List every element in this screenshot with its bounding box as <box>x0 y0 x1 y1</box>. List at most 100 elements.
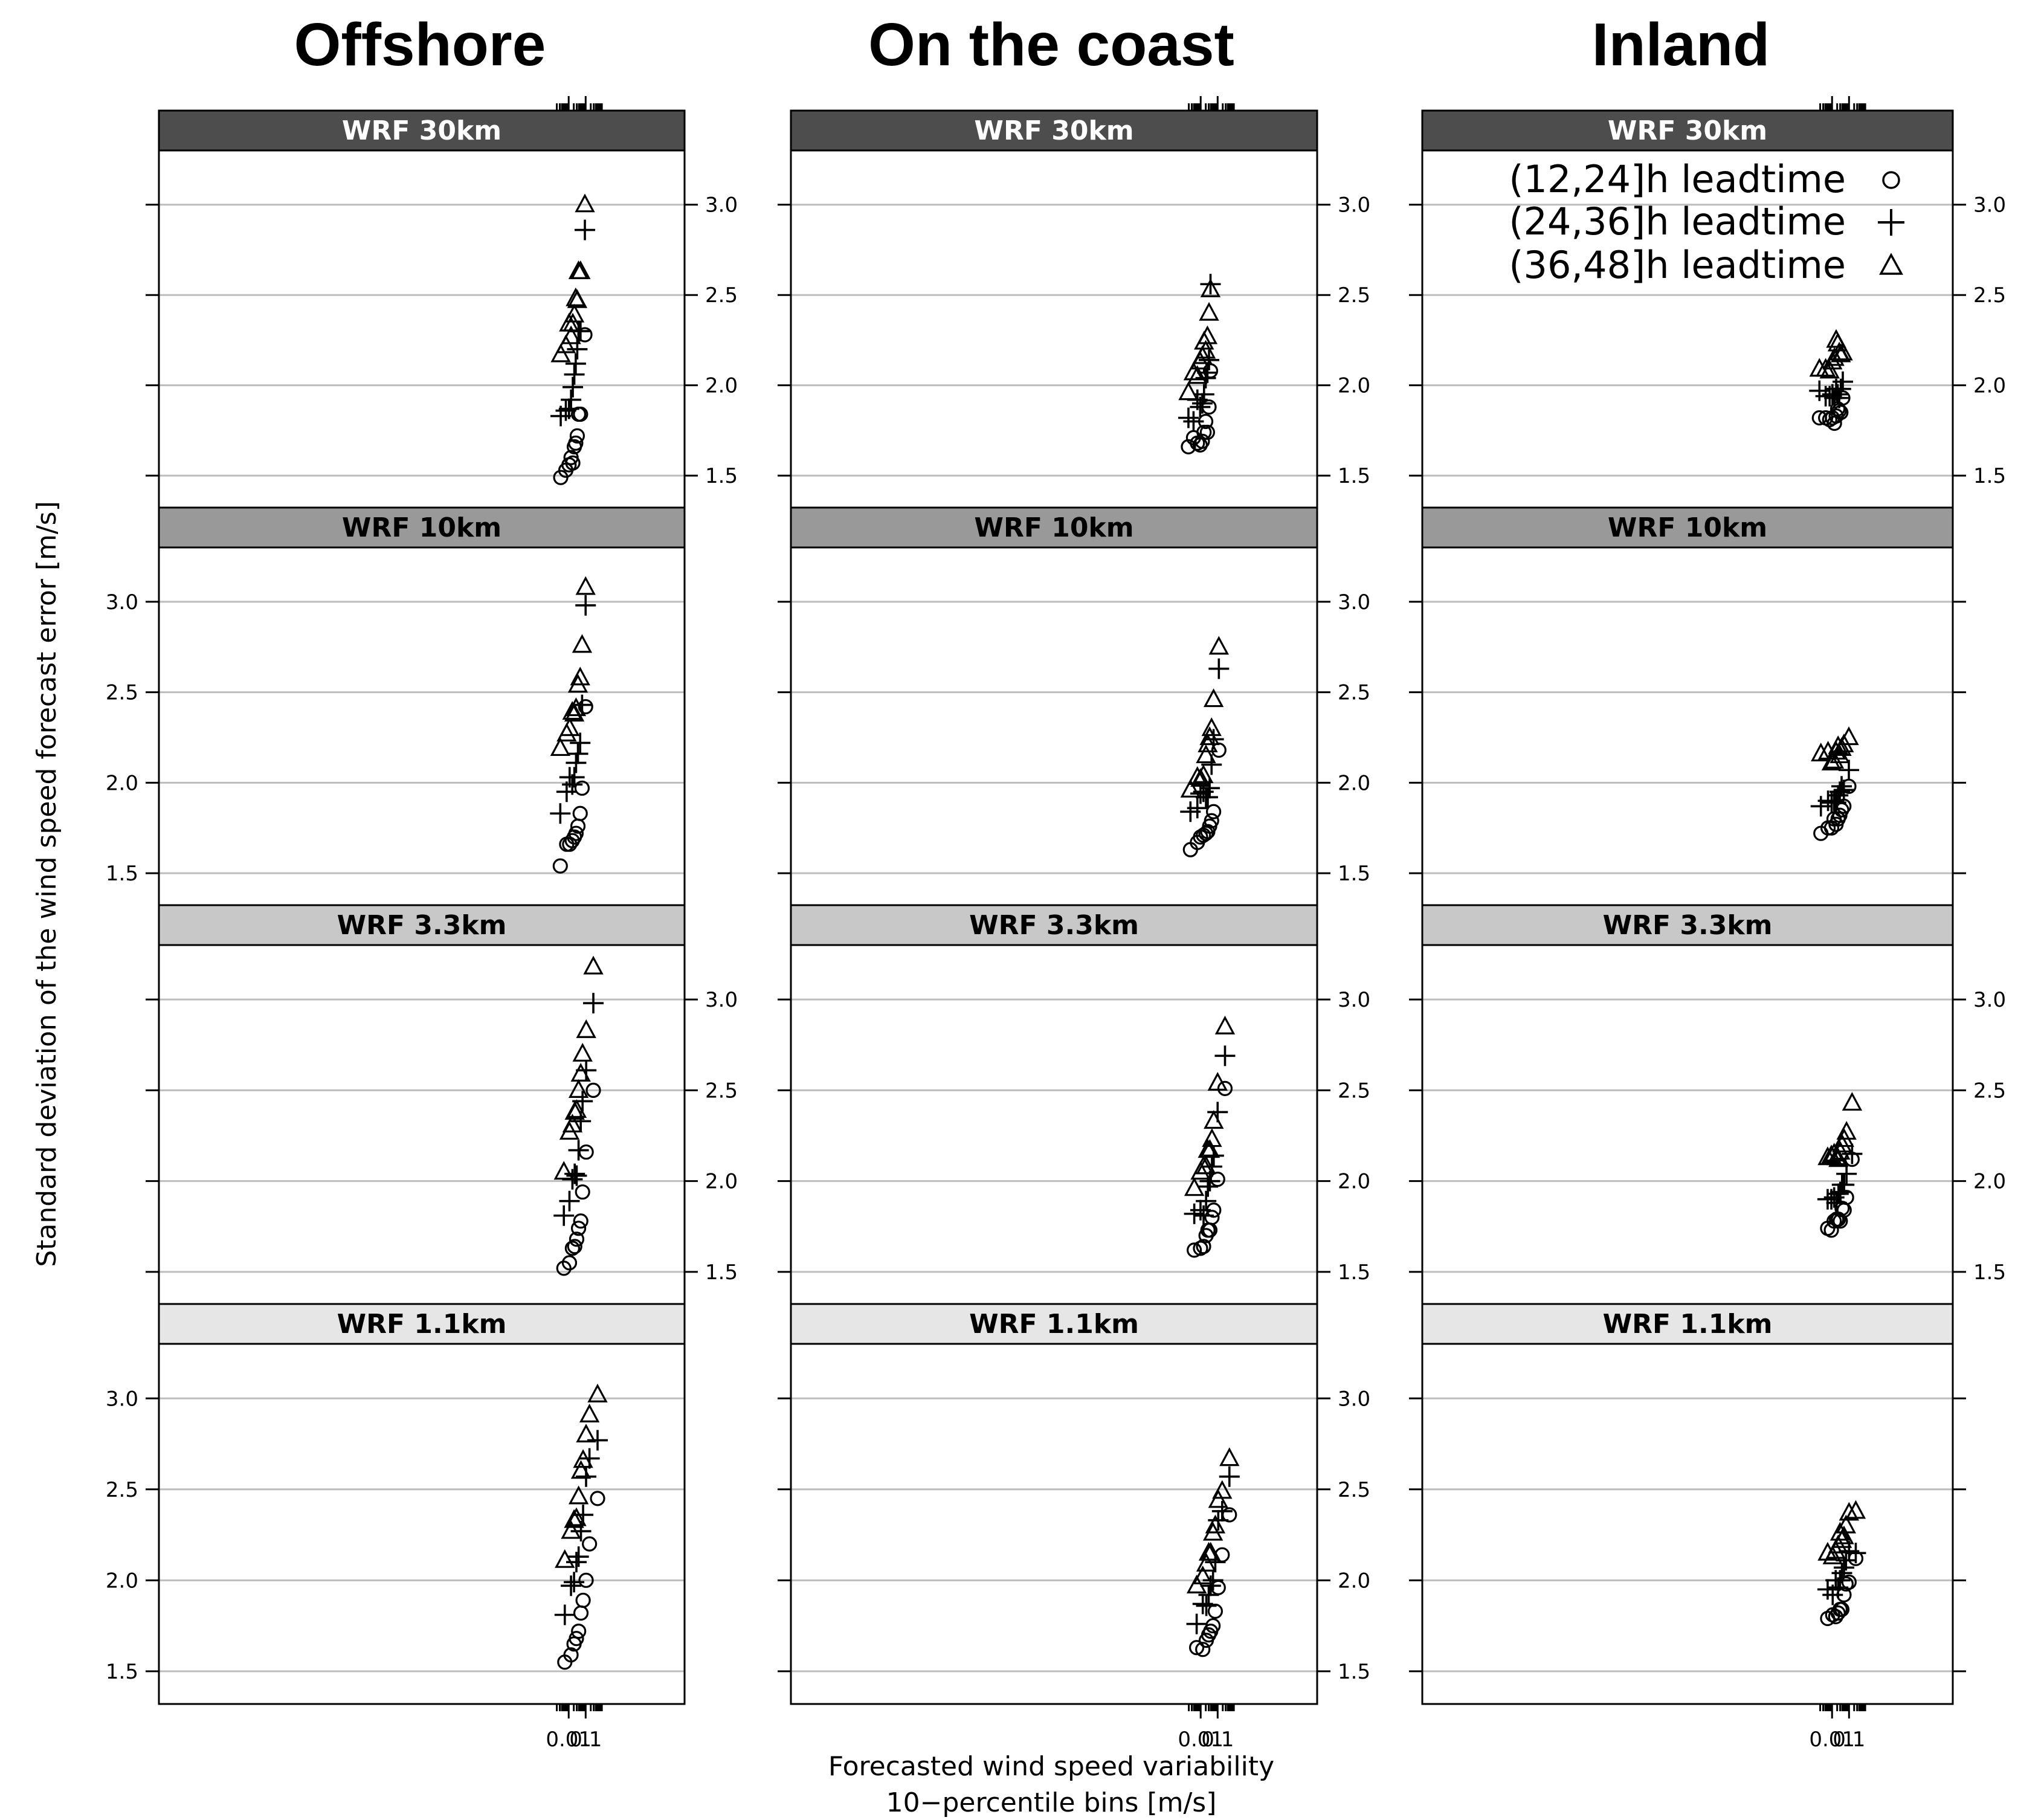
panel-border <box>790 1303 1318 1705</box>
y-tick-label: 1.5 <box>705 464 738 488</box>
point-24-36h <box>1200 274 1221 295</box>
point-12-24h <box>1196 1239 1211 1254</box>
panel-border <box>790 109 1318 509</box>
point-24-36h <box>566 752 587 773</box>
y-tick-label: 1.5 <box>1973 464 2006 488</box>
point-36-48h <box>566 1099 587 1118</box>
y-tick-label: 2.5 <box>1973 283 2006 308</box>
point-36-48h <box>1207 1072 1228 1091</box>
point-24-36h <box>1827 384 1848 405</box>
point-36-48h <box>568 1079 589 1099</box>
point-24-36h <box>1838 760 1859 781</box>
point-36-48h <box>559 717 580 737</box>
point-12-24h <box>1204 813 1219 828</box>
point-24-36h <box>566 1552 587 1573</box>
point-24-36h <box>1833 371 1854 392</box>
x-tick-label: 0.1 <box>1833 1728 1865 1752</box>
point-36-48h <box>1839 1502 1860 1521</box>
point-36-48h <box>1833 341 1853 361</box>
point-24-36h <box>1198 1176 1219 1197</box>
column-title-offshore: Offshore <box>294 11 546 79</box>
point-36-48h <box>562 1114 583 1133</box>
point-24-36h <box>1211 1500 1233 1522</box>
point-36-48h <box>1195 340 1216 359</box>
point-12-24h <box>1195 1642 1211 1657</box>
point-12-24h <box>575 1184 590 1200</box>
point-24-36h <box>1193 384 1214 405</box>
point-36-48h <box>1836 1121 1857 1140</box>
panels-layer: WRF 30km 1.5 2.0 2.5 3.0 WRF 30km 1.5 2.0 2.5 3.0… <box>106 96 2006 1752</box>
y-tick-label: 1.5 <box>106 1660 138 1684</box>
legend-label-2: (24,36]h leadtime <box>1509 199 1846 244</box>
point-24-36h <box>1831 776 1852 797</box>
point-12-24h <box>582 1536 598 1552</box>
column-title-inland: Inland <box>1592 11 1770 79</box>
y-tick-label: 3.0 <box>1338 1387 1370 1411</box>
point-24-36h <box>1833 779 1854 801</box>
point-24-36h <box>1197 787 1218 808</box>
point-24-36h <box>553 1205 575 1226</box>
point-36-48h <box>563 312 583 332</box>
point-12-24h <box>1826 415 1842 431</box>
strip-background <box>1421 1303 1954 1345</box>
panel-inland-wrf-3-3km: WRF 3.3km 1.5 2.0 2.5 3.0 <box>1409 904 2006 1306</box>
point-12-24h <box>590 1491 605 1506</box>
point-12-24h <box>561 1255 578 1271</box>
point-36-48h <box>1208 1489 1228 1508</box>
y-tick-label: 1.5 <box>1338 1660 1370 1684</box>
point-24-36h <box>570 732 591 753</box>
point-24-36h <box>1186 1613 1207 1634</box>
point-24-36h <box>1845 1543 1866 1564</box>
panel-on-the-coast-wrf-30km: WRF 30km 1.5 2.0 2.5 3.0 <box>778 96 1370 509</box>
point-36-48h <box>1178 381 1199 401</box>
point-36-48h <box>570 666 590 686</box>
strip-background <box>158 904 686 946</box>
point-36-48h <box>570 260 591 279</box>
point-36-48h <box>568 1485 589 1505</box>
point-12-24h <box>570 1221 587 1236</box>
point-12-24h <box>569 428 585 444</box>
y-tick-label: 2.5 <box>705 1079 738 1103</box>
x-tick-label: 0.01 <box>546 1728 592 1752</box>
point-36-48h <box>1811 743 1831 762</box>
panel-border <box>1421 904 1954 1306</box>
point-12-24h <box>575 1592 591 1609</box>
point-36-48h <box>1196 1552 1217 1572</box>
point-36-48h <box>1824 347 1845 366</box>
y-tick-label: 3.0 <box>705 193 738 218</box>
point-24-36h <box>559 1190 580 1212</box>
point-12-24h <box>1217 1080 1233 1096</box>
point-12-24h <box>1198 825 1214 841</box>
y-tick-label: 2.0 <box>1338 1569 1370 1593</box>
point-12-24h <box>568 435 584 451</box>
y-tick-label: 1.5 <box>1338 464 1370 488</box>
point-24-36h <box>1190 396 1211 418</box>
point-36-48h <box>1187 365 1208 384</box>
point-36-48h <box>1834 1525 1854 1544</box>
point-24-36h <box>1836 1163 1857 1184</box>
point-24-36h <box>1202 1570 1223 1591</box>
point-36-48h <box>550 737 570 757</box>
strip-background <box>1421 506 1954 549</box>
y-tick-label: 1.5 <box>705 1260 738 1285</box>
panel-border <box>1421 506 1954 907</box>
point-24-36h <box>587 1430 608 1451</box>
point-12-24h <box>564 1241 581 1256</box>
point-24-36h <box>576 1466 597 1487</box>
point-36-48h <box>1836 1514 1857 1534</box>
point-24-36h <box>1828 1183 1849 1204</box>
y-tick-label: 2.5 <box>1973 1079 2006 1103</box>
strip-label: WRF 3.3km <box>337 910 507 941</box>
strip-background <box>790 904 1318 946</box>
point-36-48h <box>1186 1574 1207 1593</box>
point-12-24h <box>563 1647 579 1663</box>
point-24-36h <box>1826 1192 1847 1213</box>
point-24-36h <box>566 1165 587 1186</box>
point-36-48h <box>572 1042 593 1062</box>
y-tick-label: 3.0 <box>705 988 738 1012</box>
point-12-24h <box>1199 424 1215 440</box>
point-36-48h <box>583 955 604 975</box>
x-tick-label: 0.1 <box>569 1728 602 1752</box>
strip-background <box>158 109 686 152</box>
